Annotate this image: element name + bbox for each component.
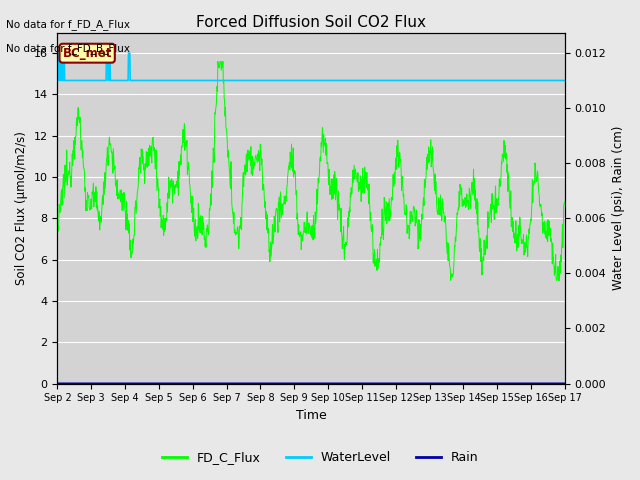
Y-axis label: Water Level (psi), Rain (cm): Water Level (psi), Rain (cm) — [612, 126, 625, 290]
Y-axis label: Soil CO2 Flux (μmol/m2/s): Soil CO2 Flux (μmol/m2/s) — [15, 131, 28, 285]
Text: No data for f_FD_A_Flux: No data for f_FD_A_Flux — [6, 19, 131, 30]
Title: Forced Diffusion Soil CO2 Flux: Forced Diffusion Soil CO2 Flux — [196, 15, 426, 30]
Legend: FD_C_Flux, WaterLevel, Rain: FD_C_Flux, WaterLevel, Rain — [157, 446, 483, 469]
X-axis label: Time: Time — [296, 409, 326, 422]
Text: No data for f_FD_B_Flux: No data for f_FD_B_Flux — [6, 43, 131, 54]
Text: BC_met: BC_met — [63, 47, 112, 60]
